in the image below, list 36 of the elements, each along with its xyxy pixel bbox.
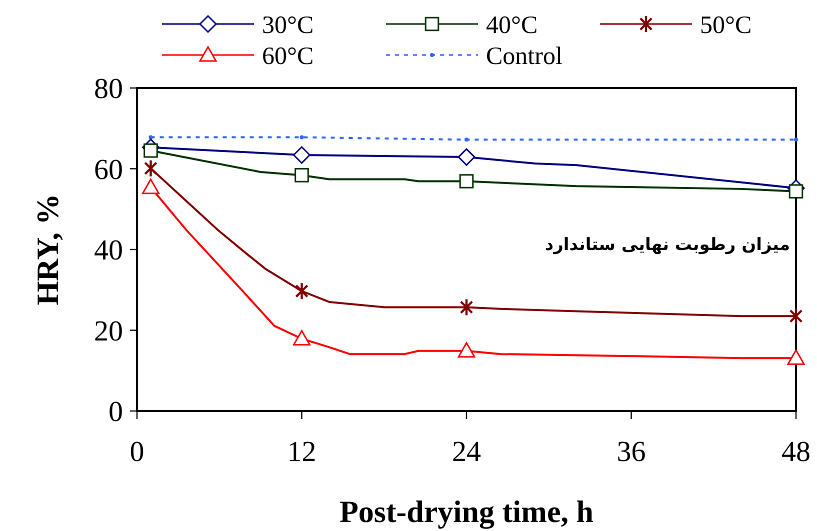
point bbox=[464, 138, 468, 142]
x-axis-title: Post-drying time, h bbox=[339, 494, 594, 529]
x-tick-label: 12 bbox=[287, 436, 316, 468]
legend-label: 50°C bbox=[700, 12, 752, 39]
point bbox=[142, 178, 160, 194]
point bbox=[460, 298, 474, 316]
point bbox=[144, 159, 158, 178]
y-tick-label: 0 bbox=[108, 396, 123, 428]
point bbox=[294, 168, 309, 182]
legend-label: 40°C bbox=[486, 12, 538, 39]
point bbox=[295, 282, 308, 300]
point bbox=[458, 148, 476, 166]
point bbox=[300, 135, 304, 140]
point bbox=[794, 138, 798, 142]
x-tick-label: 0 bbox=[130, 436, 144, 468]
point bbox=[148, 135, 153, 140]
x-tick-label: 36 bbox=[616, 436, 646, 468]
annotation: میزان رطوبت نهایی ستاندارد bbox=[544, 235, 790, 255]
y-tick-label: 20 bbox=[94, 315, 123, 348]
y-tick-label: 40 bbox=[94, 234, 123, 266]
legend-label: 30°C bbox=[262, 12, 314, 39]
legend-label: 60°C bbox=[262, 43, 314, 70]
point bbox=[787, 349, 805, 365]
point bbox=[293, 146, 310, 164]
point bbox=[293, 330, 310, 346]
point bbox=[459, 174, 474, 188]
point bbox=[788, 184, 804, 199]
y-tick-label: 60 bbox=[94, 154, 123, 186]
x-tick-label: 48 bbox=[782, 436, 810, 468]
point bbox=[144, 143, 158, 158]
y-tick-label: 80 bbox=[94, 73, 123, 105]
point bbox=[458, 342, 476, 358]
y-axis-title: HRY, % bbox=[30, 194, 65, 306]
x-tick-label: 24 bbox=[452, 436, 482, 468]
point bbox=[789, 307, 803, 326]
legend-label: Control bbox=[486, 43, 562, 70]
